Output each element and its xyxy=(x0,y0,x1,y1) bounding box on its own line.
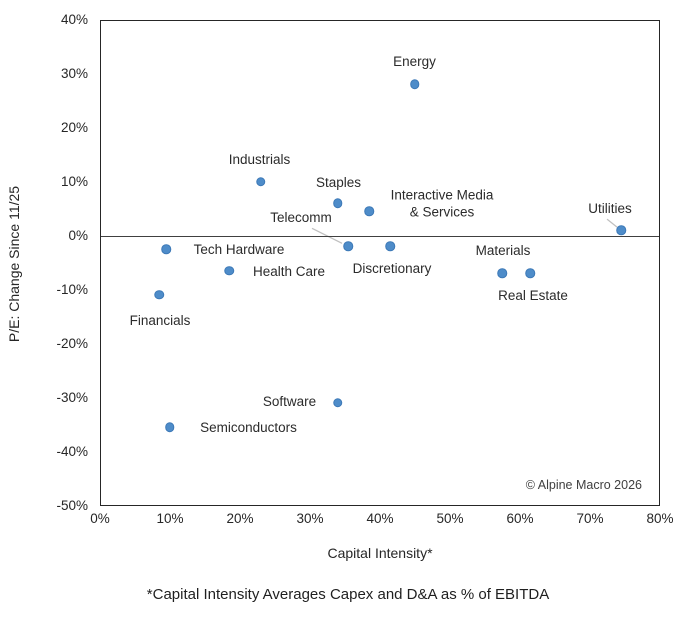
point-label-staples: Staples xyxy=(315,174,362,190)
point-label-energy: Energy xyxy=(393,54,436,70)
point-label-telecomm: Telecomm xyxy=(270,210,332,226)
x-tick-label-0: 0% xyxy=(90,511,110,526)
x-tick-label-80: 80% xyxy=(646,511,674,526)
scatter-point-health-care xyxy=(224,265,234,276)
scatter-point-telecomm xyxy=(343,241,353,252)
y-tick-label-0: 0% xyxy=(68,228,88,243)
point-label-tech-hardware: Tech Hardware xyxy=(193,241,285,257)
y-tick-label-10: -10% xyxy=(56,282,88,297)
y-tick-label-40: -40% xyxy=(56,444,88,459)
y-tick-label-30: -30% xyxy=(56,390,88,405)
point-label-interactive-media-services: Interactive Media & Services xyxy=(390,187,494,220)
scatter-point-industrials xyxy=(255,176,266,187)
x-tick-label-70: 70% xyxy=(576,511,604,526)
scatter-point-materials xyxy=(497,268,507,279)
scatter-point-software xyxy=(332,398,343,408)
y-tick-label-30: 30% xyxy=(60,66,88,81)
x-tick-label-20: 20% xyxy=(226,511,254,526)
copyright-text: © Alpine Macro 2026 xyxy=(525,478,642,492)
x-tick-label-50: 50% xyxy=(436,511,464,526)
point-label-discretionary: Discretionary xyxy=(352,261,432,277)
scatter-point-financials xyxy=(154,290,164,300)
x-tick-label-60: 60% xyxy=(506,511,534,526)
x-tick-label-30: 30% xyxy=(296,511,324,526)
scatter-point-interactive-media-services xyxy=(364,206,374,216)
plot-area: Energy Industrials Staples Interactive Medi… xyxy=(100,20,660,506)
y-tick-label-20: -20% xyxy=(56,336,88,351)
scatter-point-tech-hardware xyxy=(161,244,171,254)
point-label-real-estate: Real Estate xyxy=(498,288,568,304)
scatter-point-semiconductors xyxy=(164,422,175,432)
point-label-industrials: Industrials xyxy=(228,151,291,167)
scatter-point-real-estate xyxy=(525,268,535,279)
scatter-point-discretionary xyxy=(385,241,395,252)
point-label-semiconductors: Semiconductors xyxy=(200,419,297,435)
scatter-point-staples xyxy=(332,198,343,208)
x-tick-label-40: 40% xyxy=(366,511,394,526)
x-axis-title: Capital Intensity* xyxy=(327,545,433,561)
scatter-point-energy xyxy=(409,79,420,90)
x-tick-label-10: 10% xyxy=(156,511,184,526)
zero-axis-line xyxy=(101,235,659,237)
y-tick-label-40: 40% xyxy=(60,12,88,27)
point-label-utilities: Utilities xyxy=(588,200,632,216)
y-tick-label-10: 10% xyxy=(60,174,88,189)
footnote: *Capital Intensity Averages Capex and D&… xyxy=(146,586,550,603)
point-label-health-care: Health Care xyxy=(252,263,326,279)
point-label-software: Software xyxy=(262,393,317,409)
scatter-point-utilities xyxy=(616,225,626,235)
point-label-financials: Financials xyxy=(129,312,191,328)
y-tick-label-50: -50% xyxy=(56,498,88,513)
point-label-materials: Materials xyxy=(475,243,531,259)
leader-line-utilities xyxy=(606,218,618,228)
y-tick-label-20: 20% xyxy=(60,120,88,135)
